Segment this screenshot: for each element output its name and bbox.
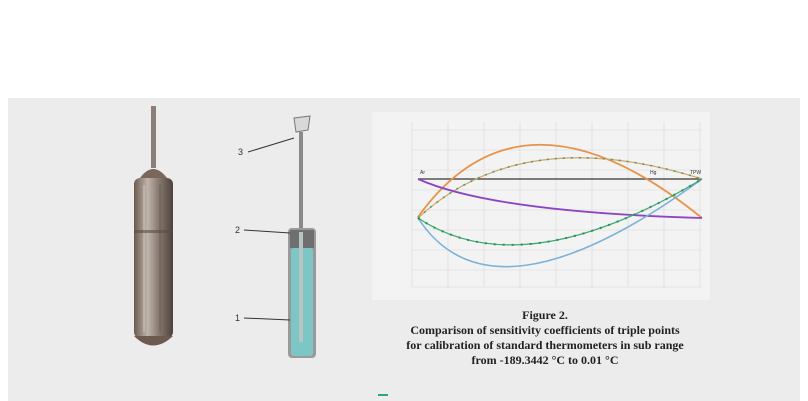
series-orange: [417, 143, 703, 219]
label-2: 2: [235, 225, 240, 235]
thermometer-top-cap: [140, 169, 167, 178]
thermometer-body: [134, 178, 173, 338]
label-3: 3: [238, 147, 243, 157]
point-label-hg: Hg: [650, 170, 657, 176]
caption-line-3: from -189.3442 °C to 0.01 °C: [471, 353, 619, 367]
figure-caption: Figure 2. Comparison of sensitivity coef…: [360, 308, 730, 368]
cell-cross-section: 3 2 1: [235, 115, 316, 358]
point-label-tpw: TPW: [690, 170, 701, 176]
sensitivity-chart: Ar Hg TPW: [372, 112, 710, 300]
series-green-dotted: [417, 157, 703, 219]
figure-title: Figure 2.: [522, 308, 568, 322]
chart-legend: [378, 393, 388, 399]
chart-gridlines: [411, 122, 702, 288]
label-1: 1: [235, 313, 240, 323]
thermometer-stem: [151, 106, 156, 168]
caption-line-1: Comparison of sensitivity coefficients o…: [410, 323, 680, 337]
thermometer-illustration: [134, 106, 173, 346]
series-purple: [417, 178, 703, 219]
caption-line-2: for calibration of standard thermometers…: [406, 338, 684, 352]
top-connector-3: [293, 115, 311, 133]
legend-swatch-green: [378, 394, 388, 397]
series-green-lower: [417, 178, 703, 246]
series-blue: [417, 178, 703, 268]
thermometer-bottom-cap: [134, 336, 173, 346]
point-label-ar: Ar: [420, 170, 425, 176]
thermometer-rod: [299, 132, 303, 232]
